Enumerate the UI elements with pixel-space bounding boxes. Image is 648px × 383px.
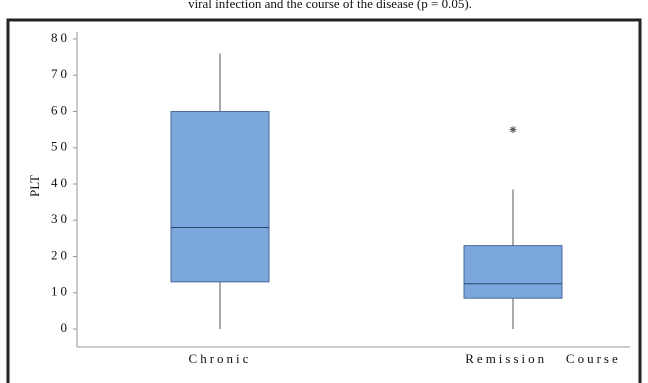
box [170,111,270,283]
box [463,245,563,299]
y-tick-label: 30 [51,211,70,226]
y-tick-label: 0 [61,320,71,335]
y-tick-label: 20 [51,247,70,262]
x-tick-label: Chronic [189,351,252,366]
frame [6,18,642,383]
y-tick-label: 60 [51,102,70,117]
y-tick-label: 50 [51,139,70,154]
y-tick-label: 70 [51,66,70,81]
y-tick-label: 40 [51,175,70,190]
y-axis-label: PLT [27,175,42,197]
outlier [509,126,517,134]
y-tick-label: 10 [51,284,70,299]
chart-title: viral infection and the course of the di… [188,0,472,11]
x-tick-label: Remission Course [465,351,620,366]
y-tick-label: 80 [51,30,70,45]
